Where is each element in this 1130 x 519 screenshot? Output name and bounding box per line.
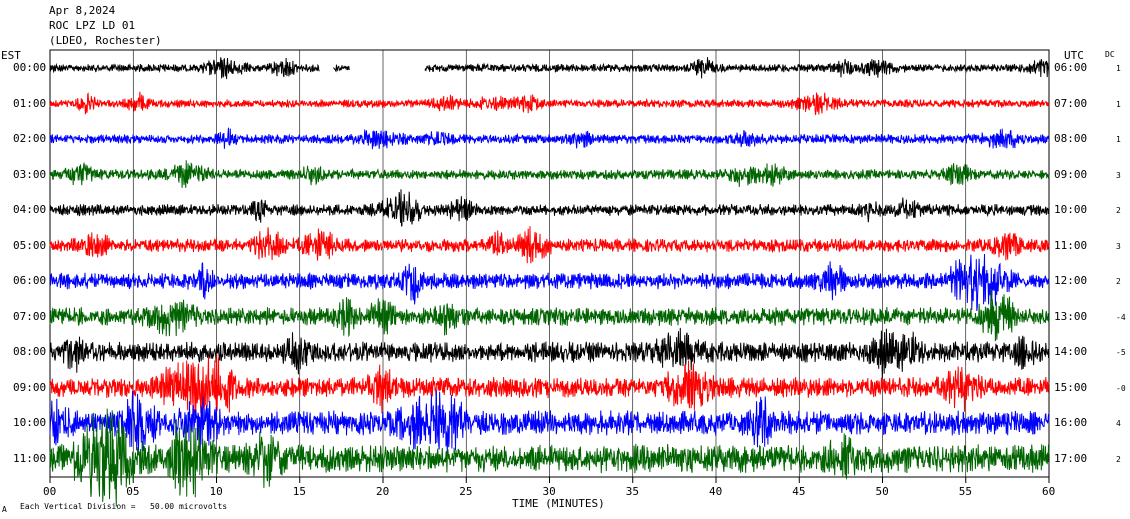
trace-0000 [49, 57, 1050, 80]
utc-hour-label: 08:00 [1054, 132, 1088, 145]
est-hour-label: 10:00 [13, 416, 47, 429]
header-network: (LDEO, Rochester) [49, 34, 162, 47]
dc-value: 2 [1116, 277, 1121, 286]
est-hour-label: 07:00 [13, 309, 47, 323]
est-hour-label: 11:00 [13, 451, 47, 465]
utc-hour-label: 12:00 [1054, 274, 1088, 287]
dc-value: 1 [1116, 64, 1121, 73]
x-axis-label: TIME (MINUTES) [512, 497, 605, 510]
dc-value: -4 [1116, 312, 1126, 322]
est-hour-label: 05:00 [13, 238, 47, 252]
utc-hour-label: 07:00 [1054, 96, 1088, 110]
utc-hour-label: 06:00 [1054, 61, 1088, 74]
corner-mark: A [2, 505, 7, 514]
utc-hour-label: 16:00 [1054, 416, 1088, 429]
trace-1000 [49, 390, 1050, 454]
header-station: ROC LPZ LD 01 [49, 19, 136, 32]
dc-value: 3 [1116, 170, 1121, 180]
x-tick-marks [49, 477, 1050, 483]
x-tick-label: 40 [709, 485, 723, 498]
dc-value: 1 [1116, 99, 1121, 109]
x-tick-label: 05 [126, 485, 140, 498]
x-tick-label: 25 [459, 485, 473, 498]
est-hour-label: 09:00 [13, 380, 47, 394]
x-tick-label: 35 [625, 485, 639, 498]
est-hour-label: 08:00 [13, 345, 47, 358]
dc-value: 2 [1116, 206, 1121, 215]
x-tick-label: 55 [958, 485, 972, 498]
utc-hour-label: 09:00 [1054, 167, 1088, 181]
est-hour-label: 02:00 [13, 132, 47, 145]
trace-0100 [49, 91, 1050, 115]
dc-value: 4 [1116, 419, 1121, 428]
utc-hour-label: 11:00 [1054, 238, 1088, 252]
trace-0500 [49, 226, 1050, 264]
x-tick-label: 60 [1042, 485, 1056, 498]
x-tick-label: 20 [376, 485, 390, 498]
est-hour-label: 06:00 [13, 274, 47, 287]
utc-hour-label: 13:00 [1054, 309, 1088, 323]
utc-axis-label: UTC [1064, 49, 1084, 62]
est-hour-label: 04:00 [13, 203, 47, 216]
traces [49, 57, 1050, 507]
x-tick-label: 45 [792, 485, 806, 498]
gridlines [132, 50, 967, 477]
x-tick-label: 30 [542, 485, 556, 498]
trace-0400 [49, 189, 1050, 227]
trace-0800 [49, 327, 1050, 379]
est-hour-label: 01:00 [13, 96, 47, 110]
est-hour-label: 00:00 [13, 61, 47, 74]
x-tick-label: 10 [209, 485, 223, 498]
dc-value: -0 [1116, 383, 1126, 393]
dc-label: DC [1105, 50, 1115, 59]
x-tick-label: 00 [43, 485, 57, 498]
trace-0700 [49, 289, 1050, 342]
dc-value: -5 [1116, 348, 1126, 357]
est-hour-label: 03:00 [13, 167, 47, 181]
x-tick-label: 50 [875, 485, 889, 498]
trace-0600 [49, 253, 1050, 312]
trace-0300 [49, 160, 1050, 188]
dc-value: 1 [1116, 135, 1121, 144]
header-date: Apr 8,2024 [49, 4, 116, 17]
utc-hour-label: 10:00 [1054, 203, 1088, 216]
utc-hour-label: 15:00 [1054, 380, 1088, 394]
dc-value: 2 [1116, 454, 1121, 464]
scale-note: Each Vertical Division = 50.00 microvolt… [20, 502, 228, 511]
trace-1100 [49, 408, 1050, 507]
x-tick-label: 15 [292, 485, 306, 498]
utc-hour-label: 17:00 [1054, 451, 1088, 465]
est-axis-label: EST [1, 49, 21, 62]
dc-value: 3 [1116, 241, 1121, 251]
utc-hour-label: 14:00 [1054, 345, 1088, 358]
trace-0200 [49, 127, 1050, 150]
trace-0900 [49, 353, 1050, 416]
